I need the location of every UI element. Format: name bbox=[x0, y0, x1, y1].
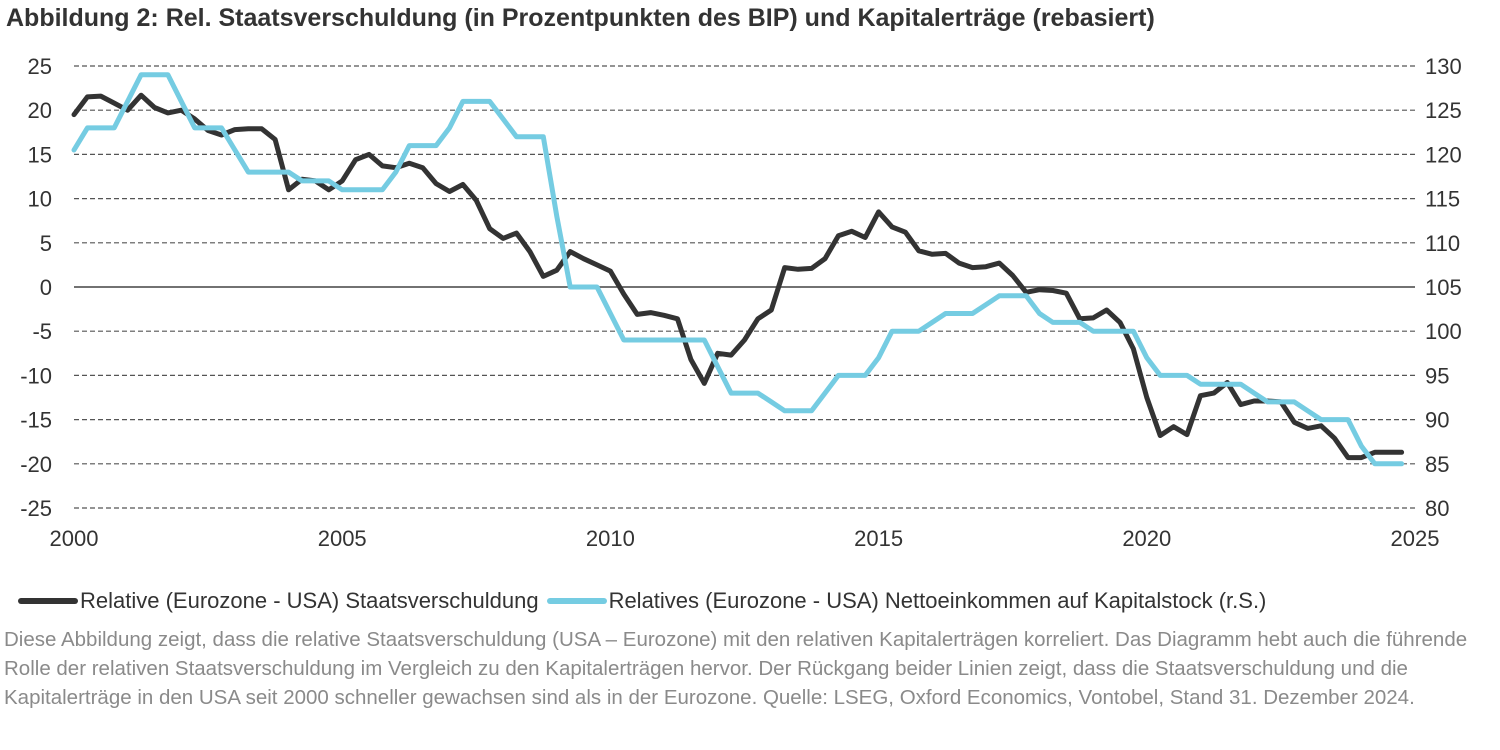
y-right-tick-label: 120 bbox=[1425, 142, 1462, 167]
x-tick-label: 2000 bbox=[50, 526, 99, 551]
y-right-tick-label: 110 bbox=[1425, 231, 1460, 256]
y-right-tick-label: 95 bbox=[1425, 363, 1449, 388]
y-right-tick-label: 80 bbox=[1425, 496, 1449, 521]
y-left-tick-label: -15 bbox=[20, 408, 52, 433]
y-left-tick-label: 10 bbox=[28, 187, 52, 212]
legend-label: Relatives (Eurozone - USA) Nettoeinkomme… bbox=[608, 588, 1267, 613]
y-right-tick-label: 130 bbox=[1425, 54, 1462, 79]
y-right-tick-label: 115 bbox=[1425, 187, 1460, 212]
x-tick-label: 2005 bbox=[318, 526, 367, 551]
y-right-tick-label: 85 bbox=[1425, 452, 1449, 477]
legend-label: Relative (Eurozone - USA) Staatsverschul… bbox=[80, 588, 539, 613]
y-left-tick-label: -20 bbox=[20, 452, 52, 477]
x-tick-label: 2025 bbox=[1391, 526, 1440, 551]
y-left-tick-label: 0 bbox=[40, 275, 52, 300]
y-right-tick-label: 105 bbox=[1425, 275, 1462, 300]
chart-title: Abbildung 2: Rel. Staatsverschuldung (in… bbox=[6, 4, 1155, 32]
legend: Relative (Eurozone - USA) Staatsverschul… bbox=[18, 588, 1274, 614]
x-tick-label: 2010 bbox=[586, 526, 635, 551]
y-left-tick-label: 25 bbox=[28, 54, 52, 79]
x-tick-label: 2020 bbox=[1122, 526, 1171, 551]
x-axis-ticks: 2000 2005 2010 2015 2020 2025 bbox=[50, 526, 1440, 551]
gridlines bbox=[74, 65, 1415, 509]
series-lines bbox=[71, 72, 1405, 467]
y-right-tick-label: 100 bbox=[1425, 319, 1462, 344]
series-line-staatsverschuldung bbox=[71, 92, 1405, 461]
legend-swatch-light-blue bbox=[546, 598, 607, 604]
y-left-tick-label: 15 bbox=[28, 142, 52, 167]
legend-item-staatsverschuldung: Relative (Eurozone - USA) Staatsverschul… bbox=[18, 588, 539, 614]
y-left-tick-label: 20 bbox=[28, 98, 52, 123]
left-axis-ticks: 25 20 15 10 5 0 -5 -10 -15 -20 -25 bbox=[20, 54, 52, 521]
y-left-tick-label: -10 bbox=[20, 363, 52, 388]
y-right-tick-label: 90 bbox=[1425, 408, 1449, 433]
y-left-tick-label: 5 bbox=[40, 231, 52, 256]
x-tick-label: 2015 bbox=[854, 526, 903, 551]
legend-swatch-dark bbox=[18, 598, 78, 604]
right-axis-ticks: 130 125 120 115 110 105 100 95 90 85 80 bbox=[1425, 54, 1462, 521]
series-line-nettoeinkommen bbox=[71, 72, 1405, 467]
figure-caption: Diese Abbildung zeigt, dass die relative… bbox=[4, 628, 1468, 709]
y-left-tick-label: -5 bbox=[32, 319, 52, 344]
legend-item-nettoeinkommen: Relatives (Eurozone - USA) Nettoeinkomme… bbox=[546, 588, 1267, 614]
y-left-tick-label: -25 bbox=[20, 496, 52, 521]
y-right-tick-label: 125 bbox=[1425, 98, 1462, 123]
